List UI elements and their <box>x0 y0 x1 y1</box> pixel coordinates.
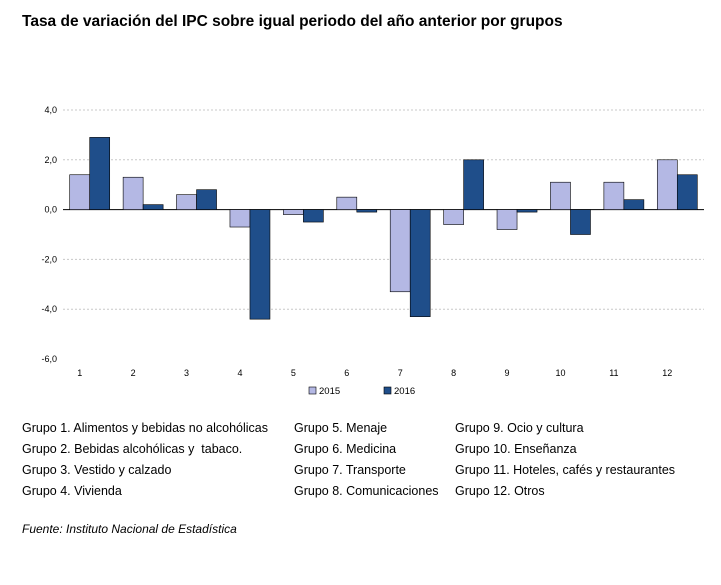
y-tick-label: 0,0 <box>44 205 57 215</box>
legend-label-2015: 2015 <box>319 386 340 397</box>
legend-swatch-2016 <box>383 386 392 395</box>
bar-2016-3 <box>196 189 217 210</box>
bar-chart: 4,02,00,0-2,0-4,0-6,01 2 3 4 5 6 7 8 9 10 11 12 201… <box>41 105 704 397</box>
y-tick-label: -4,0 <box>41 304 57 314</box>
bar-2016-5 <box>303 209 324 223</box>
x-tick-label: 1 <box>77 368 82 378</box>
bars <box>69 137 698 320</box>
x-tick-label: 9 <box>505 368 510 378</box>
group-item: Grupo 10. Enseñanza <box>455 442 577 456</box>
bar-2016-11 <box>623 199 645 210</box>
bar-2016-2 <box>142 204 164 210</box>
group-column-2: Grupo 5. Menaje Grupo 6. Medicina Grupo … <box>294 418 439 502</box>
group-column-1: Grupo 1. Alimentos y bebidas no alcohóli… <box>22 418 268 502</box>
group-item: Grupo 5. Menaje <box>294 421 388 435</box>
bar-2015-7 <box>389 209 411 293</box>
group-item: Grupo 9. Ocio y cultura <box>455 421 584 435</box>
group-item: Grupo 12. Otros <box>455 484 545 498</box>
x-tick-label: 7 <box>398 368 403 378</box>
legend-label-2016: 2016 <box>394 386 415 397</box>
y-tick-label: -6,0 <box>41 354 57 364</box>
grid-lines <box>63 109 704 310</box>
y-tick-label: 4,0 <box>44 105 57 115</box>
bar-2015-6 <box>336 196 358 210</box>
chart-title: Tasa de variación del IPC sobre igual pe… <box>22 13 563 30</box>
source-note: Fuente: Instituto Nacional de Estadístic… <box>22 522 237 536</box>
axes: 4,02,00,0-2,0-4,0-6,01 2 3 4 5 6 7 8 9 10 11 12 <box>41 105 672 378</box>
x-tick-label: 5 <box>291 368 296 378</box>
bar-2016-10 <box>570 209 591 235</box>
y-tick-label: -2,0 <box>41 254 57 264</box>
bar-2016-12 <box>676 174 698 210</box>
bar-2016-9 <box>516 209 538 213</box>
group-item: Grupo 6. Medicina <box>294 442 397 456</box>
bar-2016-8 <box>463 159 484 210</box>
group-item: Grupo 4. Vivienda <box>22 484 122 498</box>
x-tick-label: 3 <box>184 368 189 378</box>
bar-2015-10 <box>550 181 571 210</box>
x-tick-label: 4 <box>237 368 242 378</box>
legend: 2015 2016 <box>308 386 415 397</box>
group-column-3: Grupo 9. Ocio y cultura Grupo 10. Enseña… <box>455 418 675 502</box>
x-tick-label: 11 <box>609 368 618 378</box>
group-item: Grupo 8. Comunicaciones <box>294 484 439 498</box>
bar-2015-3 <box>176 194 197 210</box>
group-item: Grupo 3. Vestido y calzado <box>22 463 172 477</box>
x-tick-label: 6 <box>344 368 349 378</box>
group-item: Grupo 2. Bebidas alcohólicas y tabaco. <box>22 442 243 456</box>
bar-2015-9 <box>496 209 518 230</box>
bar-2015-4 <box>229 209 251 228</box>
x-tick-label: 10 <box>555 368 565 378</box>
x-tick-label: 12 <box>662 368 672 378</box>
legend-swatch-2015 <box>308 386 317 395</box>
group-item: Grupo 11. Hoteles, cafés y restaurantes <box>455 463 676 477</box>
bar-2015-12 <box>656 159 678 210</box>
group-item: Grupo 7. Transporte <box>294 463 406 477</box>
bar-2015-2 <box>122 176 144 210</box>
y-tick-label: 2,0 <box>44 155 57 165</box>
bar-2016-4 <box>249 209 271 320</box>
bar-2016-6 <box>356 209 378 213</box>
x-tick-label: 8 <box>451 368 456 378</box>
bar-2015-8 <box>443 209 464 225</box>
group-legend: Grupo 1. Alimentos y bebidas no alcohóli… <box>22 418 712 508</box>
group-item: Grupo 1. Alimentos y bebidas no alcohóli… <box>22 421 268 435</box>
x-tick-label: 2 <box>131 368 136 378</box>
bar-2015-11 <box>603 181 625 210</box>
bar-2016-1 <box>89 137 111 210</box>
bar-2016-7 <box>409 209 431 317</box>
bar-2015-1 <box>69 174 91 210</box>
bar-2015-5 <box>283 209 304 215</box>
